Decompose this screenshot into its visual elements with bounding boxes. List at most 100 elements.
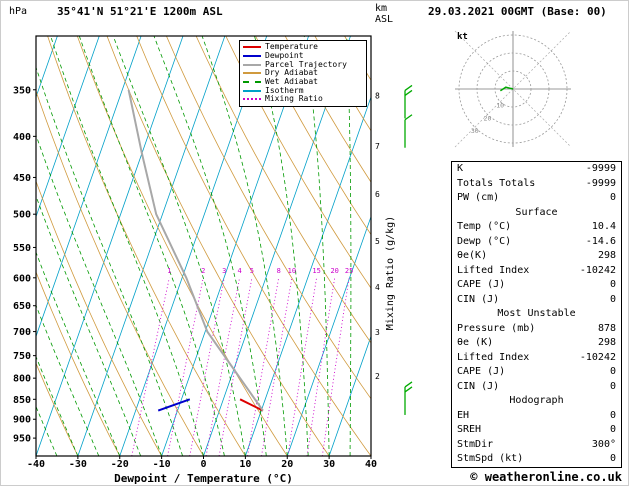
table-row: CAPE (J) 0 <box>452 365 621 380</box>
table-row-label: StmDir <box>457 438 494 450</box>
temperature-tick-labels: -40 -30 -20 -10 0 10 20 30 40 <box>27 456 377 470</box>
table-row-value: 300° <box>591 438 616 450</box>
svg-text:800: 800 <box>13 374 31 385</box>
legend-swatch <box>243 55 261 58</box>
table-row: StmDir 300° <box>452 438 621 453</box>
table-row: Pressure (mb) 878 <box>452 322 621 337</box>
table-row-value: 0 <box>609 453 616 464</box>
run-datetime: 29.03.2021 00GMT (Base: 00) <box>428 5 607 18</box>
table-row: Dewp (°C) -14.6 <box>452 235 621 250</box>
svg-text:3: 3 <box>375 328 380 337</box>
hodograph-unit-label: kt <box>457 32 468 42</box>
legend-item-isotherm: Isotherm <box>243 86 363 95</box>
table-section-header: Surface <box>515 206 558 218</box>
svg-text:30: 30 <box>323 459 335 470</box>
hodograph-trace <box>499 86 514 92</box>
table-row-label: SREH <box>457 424 482 435</box>
legend-label: Isotherm <box>265 85 304 95</box>
mixing-ratio-lines <box>131 277 350 456</box>
table-row-value: 878 <box>597 322 616 334</box>
legend-item-parcel-trajectory: Parcel Trajectory <box>243 60 363 69</box>
table-row-value: 0 <box>609 366 616 377</box>
svg-text:550: 550 <box>13 243 31 254</box>
table-row-value: -14.6 <box>585 235 616 247</box>
table-row-label: Pressure (mb) <box>457 322 536 334</box>
table-row-label: CAPE (J) <box>457 279 506 290</box>
wet-adiabat-lines <box>36 36 371 456</box>
svg-text:25: 25 <box>345 267 353 275</box>
table-row: CIN (J) 0 <box>452 380 621 395</box>
svg-text:350: 350 <box>13 85 31 96</box>
svg-text:700: 700 <box>13 327 31 338</box>
hodograph-ring <box>494 70 532 108</box>
svg-text:8: 8 <box>375 92 380 101</box>
legend-label: Parcel Trajectory <box>265 59 347 69</box>
copyright: © weatheronline.co.uk <box>470 470 622 484</box>
pressure-axis-unit: hPa <box>9 6 28 17</box>
table-section-header: Most Unstable <box>497 308 576 319</box>
chart-legend: Temperature Dewpoint Parcel Trajectory Dry … <box>239 40 367 107</box>
legend-item-wet-adiabat: Wet Adiabat <box>243 78 363 87</box>
table-row-label: Temp (°C) <box>457 221 512 232</box>
svg-text:10: 10 <box>288 267 296 275</box>
table-row-value: 10.4 <box>591 221 616 232</box>
hodograph-ring-label: 10 <box>496 102 504 110</box>
legend-swatch <box>243 63 261 66</box>
svg-text:4: 4 <box>375 283 380 292</box>
legend-label: Temperature <box>265 42 318 52</box>
table-row-value: 0 <box>609 279 616 290</box>
legend-label: Mixing Ratio <box>265 94 323 104</box>
table-row-value: -10242 <box>579 264 616 276</box>
hodograph-diagonal <box>454 30 572 148</box>
table-row-value: 0 <box>609 293 616 305</box>
table-row: Temp (°C) 10.4 <box>452 220 621 235</box>
svg-text:2: 2 <box>375 372 380 381</box>
table-row-value: -10242 <box>579 351 616 363</box>
legend-label: Wet Adiabat <box>265 77 318 87</box>
svg-text:6: 6 <box>375 190 380 199</box>
svg-text:2: 2 <box>201 267 205 275</box>
legend-item-temperature: Temperature <box>243 43 363 52</box>
legend-item-mixing-ratio: Mixing Ratio <box>243 95 363 104</box>
km-tick-labels: 2 3 4 5 6 7 8 <box>375 92 380 381</box>
table-row-label: CIN (J) <box>457 380 500 392</box>
table-row: CAPE (J) 0 <box>452 278 621 293</box>
table-row-label: Totals Totals <box>457 177 536 189</box>
altitude-unit-km: km <box>375 3 388 14</box>
table-row-value: 0 <box>609 380 616 392</box>
svg-text:950: 950 <box>13 434 31 445</box>
table-row-value: 0 <box>609 192 616 203</box>
table-row-label: PW (cm) <box>457 192 500 203</box>
page-title: 35°41'N 51°21'E 1200m ASL <box>57 5 223 18</box>
svg-text:0: 0 <box>200 459 206 470</box>
svg-text:20: 20 <box>281 459 293 470</box>
table-row: Lifted Index -10242 <box>452 351 621 366</box>
hodograph-diagonal <box>454 30 572 148</box>
legend-swatch <box>243 98 261 101</box>
svg-text:5: 5 <box>375 237 380 246</box>
table-row: CIN (J) 0 <box>452 293 621 308</box>
table-row: Lifted Index -10242 <box>452 264 621 279</box>
svg-text:500: 500 <box>13 210 31 221</box>
table-row-label: EH <box>457 409 470 421</box>
skewt-chart: 1 2 3 4 5 8 10 15 20 2535040045050055060065070075… <box>13 35 413 470</box>
svg-text:750: 750 <box>13 351 31 362</box>
svg-text:450: 450 <box>13 173 31 184</box>
svg-text:-10: -10 <box>153 459 171 470</box>
wind-barbs <box>404 84 413 415</box>
table-row-value: -9999 <box>585 163 616 174</box>
sounding-traces <box>127 89 264 412</box>
table-row-label: K <box>457 163 464 174</box>
table-row-value: 0 <box>609 409 616 421</box>
table-row: K -9999 <box>452 162 621 177</box>
table-row-value: -9999 <box>585 177 616 189</box>
svg-text:20: 20 <box>330 267 338 275</box>
svg-text:40: 40 <box>365 459 377 470</box>
svg-text:15: 15 <box>312 267 320 275</box>
hodograph-ring <box>476 52 550 126</box>
table-row: PW (cm) 0 <box>452 191 621 206</box>
svg-text:850: 850 <box>13 395 31 406</box>
x-axis-title: Dewpoint / Temperature (°C) <box>114 472 293 485</box>
svg-text:650: 650 <box>13 301 31 312</box>
